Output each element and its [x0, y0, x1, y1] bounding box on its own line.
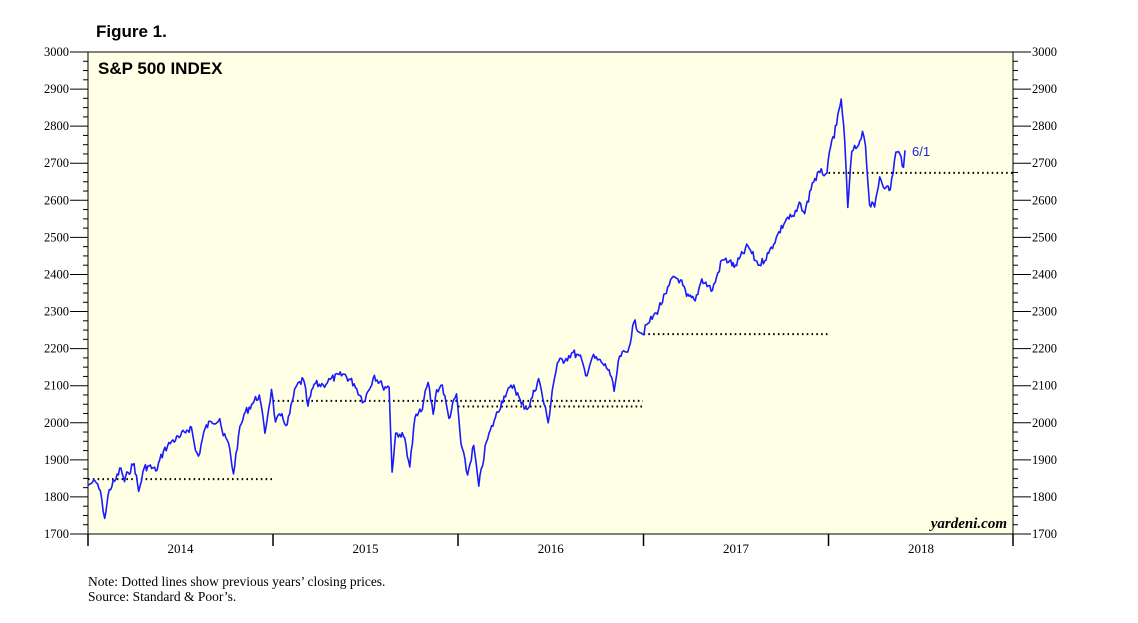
- x-tick-label: 2018: [908, 541, 934, 556]
- watermark: yardeni.com: [929, 516, 1007, 532]
- y-tick-label-left: 2400: [44, 267, 69, 281]
- plot-area: [88, 52, 1013, 534]
- y-tick-label-right: 1800: [1032, 490, 1057, 504]
- y-tick-label-right: 3000: [1032, 45, 1057, 59]
- x-tick-label: 2015: [353, 541, 379, 556]
- x-tick-label: 2014: [168, 541, 195, 556]
- y-tick-label-right: 2000: [1032, 416, 1057, 430]
- y-tick-label-left: 2900: [44, 82, 69, 96]
- y-tick-label-right: 2300: [1032, 305, 1057, 319]
- y-tick-label-left: 2600: [44, 193, 69, 207]
- y-tick-label-right: 2100: [1032, 379, 1057, 393]
- y-tick-label-left: 2500: [44, 230, 69, 244]
- y-tick-label-right: 2900: [1032, 82, 1057, 96]
- y-tick-label-right: 2200: [1032, 342, 1057, 356]
- y-tick-label-left: 2000: [44, 416, 69, 430]
- x-tick-label: 2016: [538, 541, 565, 556]
- y-tick-label-right: 2400: [1032, 267, 1057, 281]
- y-tick-label-left: 2300: [44, 305, 69, 319]
- y-tick-label-left: 1900: [44, 453, 69, 467]
- y-tick-label-left: 2100: [44, 379, 69, 393]
- y-tick-label-right: 1700: [1032, 527, 1057, 541]
- end-date-label: 6/1: [912, 144, 930, 159]
- y-tick-label-right: 2800: [1032, 119, 1057, 133]
- y-tick-label-left: 2800: [44, 119, 69, 133]
- y-tick-label-left: 2200: [44, 342, 69, 356]
- y-tick-label-right: 1900: [1032, 453, 1057, 467]
- y-tick-label-left: 3000: [44, 45, 69, 59]
- y-tick-label-left: 1800: [44, 490, 69, 504]
- y-tick-label-left: 2700: [44, 156, 69, 170]
- chart-title: S&P 500 INDEX: [98, 59, 223, 78]
- y-tick-label-left: 1700: [44, 527, 69, 541]
- note-text: Note: Dotted lines show previous years’ …: [88, 574, 385, 589]
- x-tick-label: 2017: [723, 541, 750, 556]
- y-tick-label-right: 2700: [1032, 156, 1057, 170]
- source-text: Source: Standard & Poor’s.: [88, 589, 236, 604]
- y-tick-label-right: 2600: [1032, 193, 1057, 207]
- y-tick-label-right: 2500: [1032, 230, 1057, 244]
